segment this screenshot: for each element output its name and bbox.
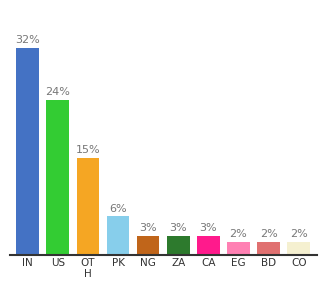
Text: 2%: 2%: [290, 230, 308, 239]
Text: 32%: 32%: [15, 35, 40, 45]
Text: 3%: 3%: [200, 223, 217, 233]
Text: 15%: 15%: [76, 145, 100, 155]
Text: 2%: 2%: [230, 230, 247, 239]
Text: 24%: 24%: [45, 87, 70, 97]
Bar: [76, 158, 99, 255]
Text: 3%: 3%: [139, 223, 157, 233]
Bar: [287, 242, 310, 255]
Text: 2%: 2%: [260, 230, 277, 239]
Bar: [197, 236, 220, 255]
Text: 6%: 6%: [109, 204, 127, 214]
Bar: [107, 216, 129, 255]
Bar: [137, 236, 159, 255]
Text: 3%: 3%: [170, 223, 187, 233]
Bar: [257, 242, 280, 255]
Bar: [16, 48, 39, 255]
Bar: [46, 100, 69, 255]
Bar: [167, 236, 189, 255]
Bar: [227, 242, 250, 255]
